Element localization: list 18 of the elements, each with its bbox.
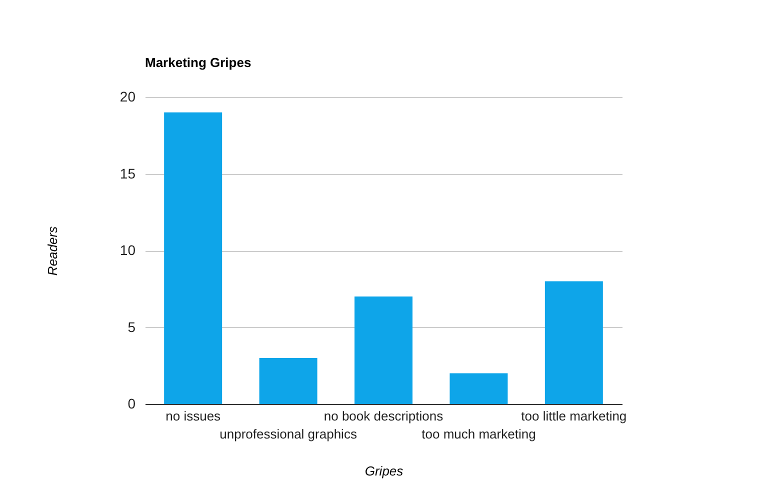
bar	[354, 296, 412, 404]
y-axis-title: Readers	[44, 226, 60, 276]
y-tick-label: 5	[128, 318, 136, 335]
y-tick-label: 10	[120, 242, 136, 258]
x-tick-label: no book descriptions	[324, 408, 444, 424]
x-tick-label: too little marketing	[521, 408, 627, 424]
y-tick-label: 0	[128, 396, 136, 412]
bar	[450, 373, 508, 404]
bar	[164, 112, 222, 404]
y-tick-label: 20	[120, 88, 136, 104]
bar	[544, 281, 603, 404]
y-tick-label: 15	[120, 165, 136, 182]
chart-title: Marketing Gripes	[145, 55, 252, 70]
x-tick-label: no issues	[166, 408, 222, 424]
bar	[259, 358, 318, 404]
x-tick-label: too much marketing	[422, 426, 536, 442]
x-axis-title: Gripes	[364, 464, 404, 478]
x-tick-label: unprofessional graphics	[220, 426, 358, 442]
